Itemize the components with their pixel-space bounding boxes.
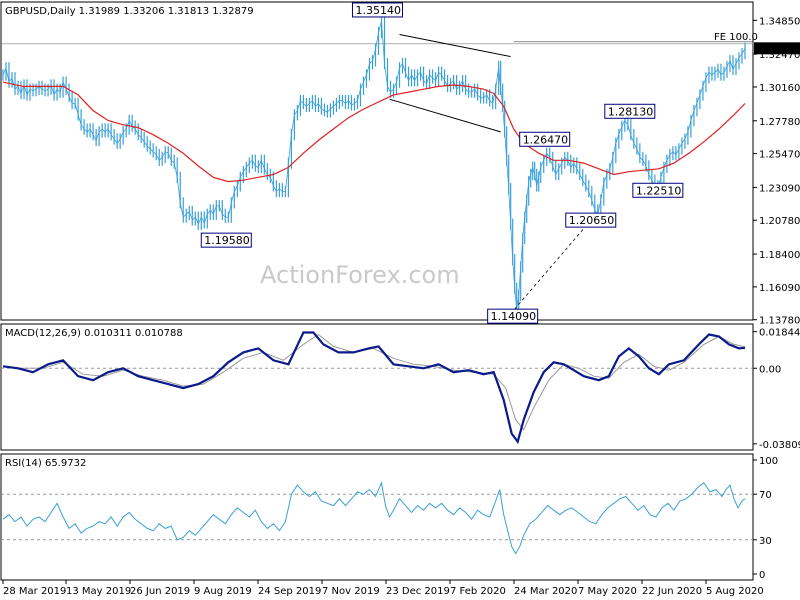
channel-line — [389, 98, 501, 133]
price-annotation-label: 1.26470 — [523, 133, 569, 146]
price-annotation-box — [487, 308, 539, 324]
macd-panel — [0, 323, 754, 451]
x-tick-label: 24 Sep 2019 — [258, 586, 321, 597]
price-line — [2, 20, 746, 310]
x-tick-label: 5 Aug 2020 — [706, 586, 764, 597]
macd-tick-label: -0.038095 — [759, 440, 800, 451]
rsi-label: RSI(14) 65.9732 — [5, 458, 86, 469]
rsi-panel — [0, 453, 754, 581]
x-tick-label: 23 Dec 2019 — [386, 586, 450, 597]
macd-label: MACD(12,26,9) 0.010311 0.010788 — [5, 328, 183, 339]
x-tick-label: 26 Jun 2019 — [130, 586, 190, 597]
x-tick-label: 7 Nov 2019 — [322, 586, 380, 597]
rsi-tick-label: 70 — [759, 490, 772, 501]
x-tick-label: 24 Mar 2020 — [514, 586, 577, 597]
current-price-label: 1.32879 — [757, 44, 798, 55]
rsi-tick-label: 30 — [759, 536, 772, 547]
channel-line — [399, 34, 511, 58]
current-price-box — [754, 42, 800, 55]
price-tick-label: 1.32470 — [759, 50, 800, 61]
price-tick-label: 1.34850 — [759, 16, 800, 27]
moving-average-line — [2, 81, 746, 183]
x-tick-label: 9 Aug 2019 — [194, 586, 252, 597]
price-annotation-label: 1.35140 — [355, 4, 401, 17]
price-tick-label: 1.27780 — [759, 117, 800, 128]
x-tick-label: 13 May 2019 — [66, 586, 131, 597]
price-tick-label: 1.16090 — [759, 283, 800, 294]
price-annotation-label: 1.19580 — [204, 234, 250, 247]
chart-title: GBPUSD,Daily 1.31989 1.33206 1.31813 1.3… — [5, 6, 254, 17]
macd-tick-label: 0.00 — [759, 364, 781, 375]
x-tick-label: 28 Mar 2019 — [3, 586, 66, 597]
price-annotation-box — [519, 131, 571, 147]
price-panel — [0, 1, 754, 321]
price-annotation-box — [351, 2, 403, 18]
price-tick-label: 1.13780 — [759, 316, 800, 327]
price-tick-label: 1.23090 — [759, 183, 800, 194]
rsi-tick-label: 0 — [759, 570, 765, 581]
x-tick-label: 7 Feb 2020 — [450, 586, 506, 597]
rsi-line — [2, 481, 746, 555]
price-annotation-box — [200, 232, 252, 248]
price-annotation-box — [632, 182, 684, 198]
price-annotation-label: 1.14090 — [491, 310, 537, 323]
price-tick-label: 1.18400 — [759, 250, 800, 261]
price-annotation-label: 1.28130 — [608, 105, 654, 118]
x-tick-label: 22 Jun 2020 — [642, 586, 702, 597]
price-annotation-box — [604, 103, 656, 119]
macd-line — [2, 331, 746, 445]
price-tick-label: 1.25470 — [759, 150, 800, 161]
price-tick-label: 1.20780 — [759, 216, 800, 227]
fe-level-label: FE 100.0 — [714, 32, 758, 43]
price-tick-label: 1.30160 — [759, 83, 800, 94]
price-annotation-label: 1.22510 — [636, 184, 682, 197]
price-annotation-label: 1.20650 — [569, 214, 615, 227]
price-annotation-box — [565, 212, 617, 228]
x-tick-label: 7 May 2020 — [578, 586, 637, 597]
watermark: ActionForex.com — [260, 261, 460, 289]
rsi-tick-label: 100 — [759, 456, 778, 467]
macd-tick-label: 0.018442 — [759, 328, 800, 339]
